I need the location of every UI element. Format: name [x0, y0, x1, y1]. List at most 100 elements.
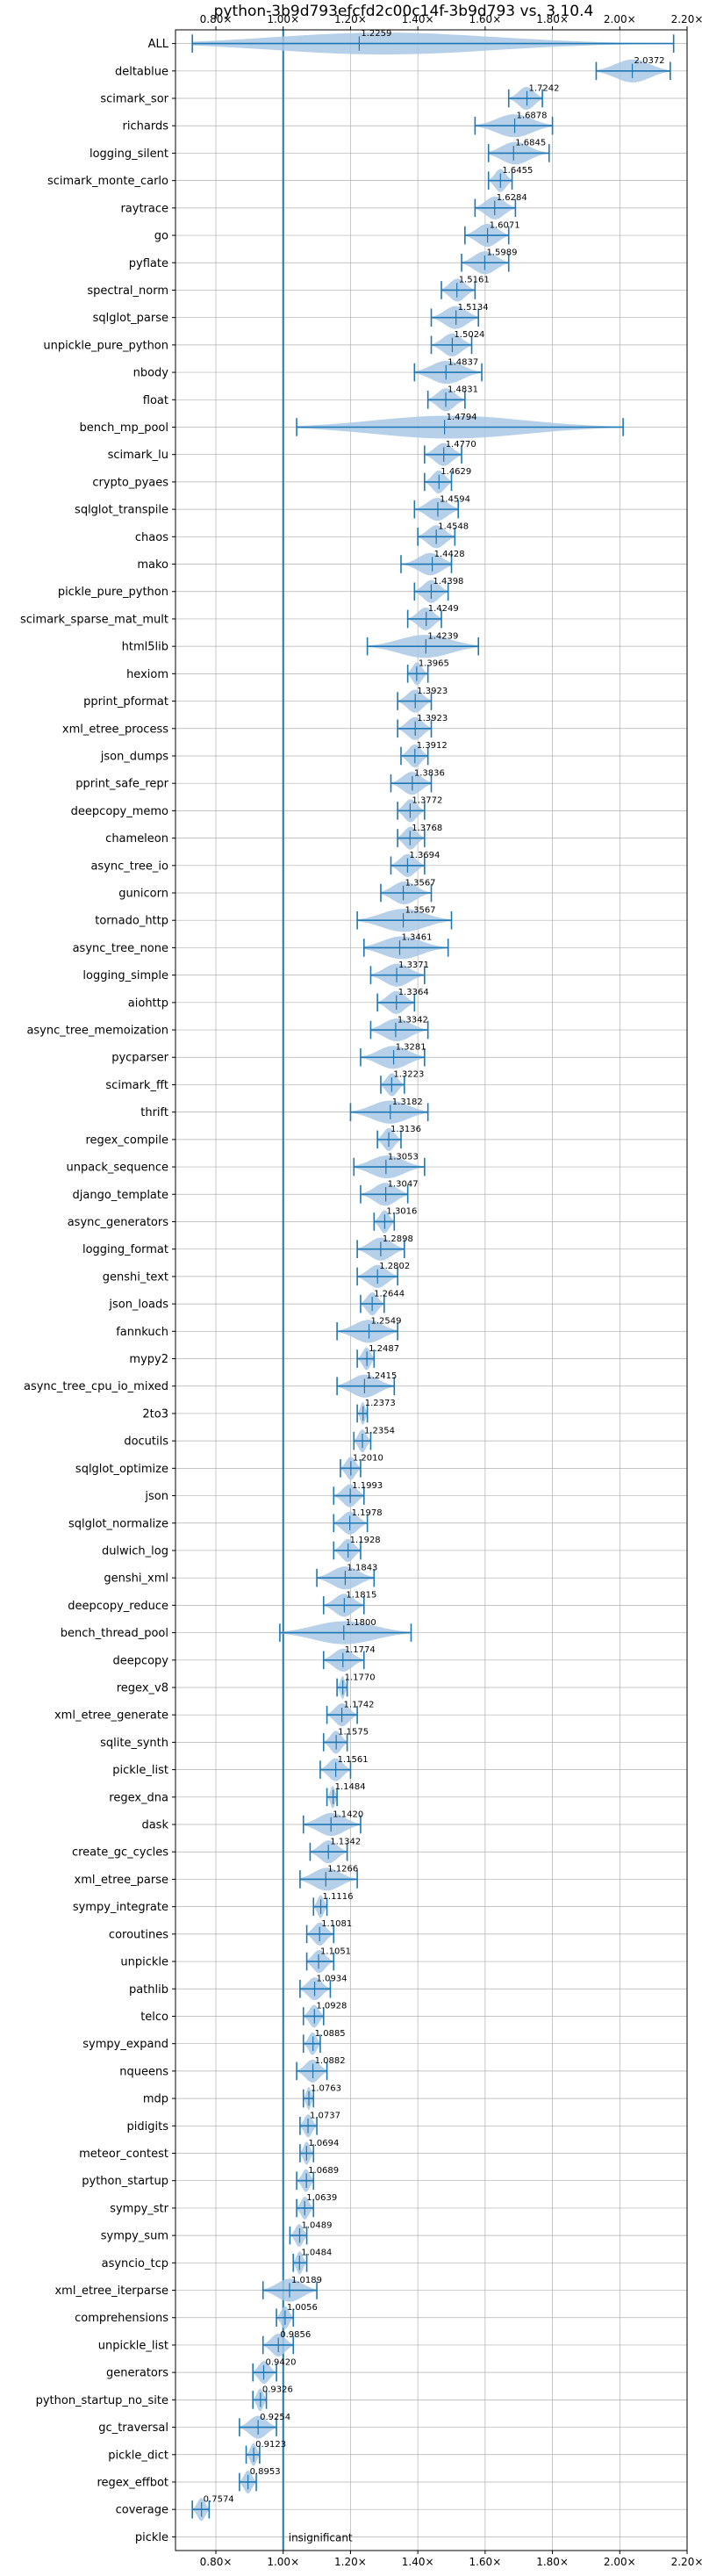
y-tick-label: bench_thread_pool — [61, 1627, 168, 1640]
y-tick-label: deltablue — [115, 65, 168, 78]
y-tick-label: nqueens — [119, 2065, 168, 2078]
data-label: 1.2010 — [353, 1454, 383, 1464]
data-label: 1.1843 — [347, 1563, 377, 1572]
y-tick-label: aiohttp — [128, 997, 168, 1010]
y-tick-label: richards — [123, 120, 169, 133]
y-tick-label: regex_effbot — [97, 2476, 168, 2489]
data-label: 1.1561 — [338, 1755, 369, 1765]
y-tick-label: pickle_pure_python — [58, 586, 168, 599]
y-tick-label: asyncio_tcp — [102, 2257, 168, 2270]
data-label: 1.0189 — [291, 2276, 322, 2285]
y-tick-label: pickle — [135, 2531, 168, 2544]
y-tick-label: sympy_integrate — [73, 1901, 168, 1914]
y-tick-label: raytrace — [120, 202, 168, 215]
data-label: 1.0484 — [301, 2249, 332, 2258]
data-label: 0.9123 — [255, 2440, 286, 2450]
violins — [191, 32, 675, 2522]
data-label: 1.2259 — [361, 29, 391, 39]
data-label: 1.4837 — [448, 357, 478, 367]
data-label: 1.3136 — [390, 1125, 421, 1134]
data-label: 1.3694 — [409, 851, 440, 860]
data-label: 1.2644 — [374, 1289, 405, 1299]
x-tick-label-top: 2.20× — [671, 13, 702, 25]
data-label: 1.3567 — [405, 905, 436, 915]
x-tick-label-bottom: 1.80× — [536, 2556, 569, 2568]
x-tick-label-bottom: 2.20× — [671, 2556, 702, 2568]
y-tick-label: telco — [140, 2011, 168, 2024]
data-label: 1.3772 — [412, 796, 442, 806]
y-tick-label: scimark_monte_carlo — [47, 175, 168, 188]
data-label: 1.2898 — [383, 1234, 413, 1244]
x-tick-label-bottom: 1.40× — [402, 2556, 434, 2568]
y-tick-label: pprint_safe_repr — [75, 778, 168, 791]
y-tick-label: regex_v8 — [117, 1681, 168, 1695]
y-tick-label: pickle_list — [112, 1764, 168, 1777]
y-tick-label: pprint_pformat — [83, 695, 168, 709]
data-label: 1.6878 — [517, 111, 548, 120]
data-label: 0.9856 — [280, 2330, 311, 2340]
y-tick-label: pycparser — [111, 1052, 168, 1065]
data-label: 1.6455 — [502, 166, 533, 176]
y-tick-label: json_loads — [108, 1299, 168, 1312]
y-tick-label: deepcopy_memo — [71, 805, 168, 818]
chart-title: python-3b9d793efcfd2c00c14f-3b9d793 vs. … — [214, 3, 594, 20]
data-label: 0.9420 — [265, 2357, 296, 2367]
x-tick-label-top: 2.00× — [604, 13, 636, 25]
data-label: 1.6071 — [490, 220, 520, 230]
data-label: 1.3016 — [386, 1207, 417, 1217]
data-label: 1.4249 — [428, 604, 459, 614]
y-tick-label: mdp — [143, 2093, 168, 2106]
data-label: 1.0489 — [301, 2220, 332, 2230]
y-tick-label: sqlglot_optimize — [75, 1463, 168, 1476]
data-label: 1.2487 — [369, 1344, 399, 1354]
y-tick-label: fannkuch — [116, 1326, 168, 1339]
data-label: 1.4428 — [434, 550, 465, 559]
data-label: 1.1815 — [346, 1591, 376, 1601]
data-label: 1.1993 — [352, 1481, 383, 1491]
x-tick-label-bottom: 0.80× — [200, 2556, 233, 2568]
y-tick-label: unpack_sequence — [66, 1162, 168, 1175]
x-tick-label-top: 1.60× — [469, 13, 501, 25]
data-label: 1.3281 — [396, 1043, 426, 1053]
data-label: 1.0934 — [317, 1975, 347, 1984]
y-tick-label: genshi_text — [103, 1270, 168, 1284]
data-label: 1.0689 — [308, 2166, 339, 2176]
data-label: 0.8953 — [250, 2467, 281, 2477]
data-label: 1.4239 — [427, 631, 458, 641]
x-tick-label-bottom: 1.20× — [334, 2556, 367, 2568]
data-label: 1.3836 — [414, 768, 445, 778]
data-label: 1.1081 — [321, 1919, 352, 1929]
data-label: 1.1800 — [346, 1618, 376, 1628]
data-label: 1.4594 — [440, 494, 470, 504]
y-tick-label: async_tree_cpu_io_mixed — [24, 1380, 168, 1393]
grid-lines — [176, 30, 688, 2551]
data-label: 1.1770 — [345, 1673, 376, 1682]
y-tick-label: scimark_sor — [100, 93, 168, 106]
y-tick-label: chaos — [135, 531, 168, 544]
data-label: 1.7242 — [529, 83, 560, 93]
y-tick-label: nbody — [133, 367, 169, 380]
data-label: 1.4831 — [448, 385, 478, 395]
y-tick-label: pickle_dict — [108, 2449, 168, 2462]
y-tick-label: scimark_fft — [105, 1079, 168, 1092]
data-label: 1.3364 — [398, 988, 429, 997]
data-label: 1.0928 — [316, 2002, 347, 2011]
y-tick-label: tornado_http — [95, 915, 168, 928]
data-label: 1.2549 — [371, 1317, 402, 1327]
y-tick-label: sqlglot_parse — [93, 312, 168, 325]
data-label: 1.2373 — [365, 1399, 396, 1408]
y-tick-label: regex_dna — [109, 1791, 168, 1804]
y-tick-label: generators — [106, 2367, 168, 2380]
data-label: 1.5134 — [458, 303, 489, 313]
data-label: 1.1742 — [344, 1700, 375, 1709]
data-label: 1.1342 — [330, 1837, 361, 1846]
y-tick-label: logging_format — [82, 1243, 168, 1256]
y-tick-label: comprehensions — [75, 2312, 168, 2325]
y-tick-label: sympy_expand — [82, 2038, 168, 2051]
data-label: 1.3047 — [388, 1180, 419, 1190]
data-label: 1.4794 — [447, 413, 477, 422]
x-tick-label-top: 1.00× — [267, 13, 299, 25]
data-label: 0.9254 — [260, 2413, 290, 2422]
data-label: 1.6284 — [497, 193, 527, 203]
